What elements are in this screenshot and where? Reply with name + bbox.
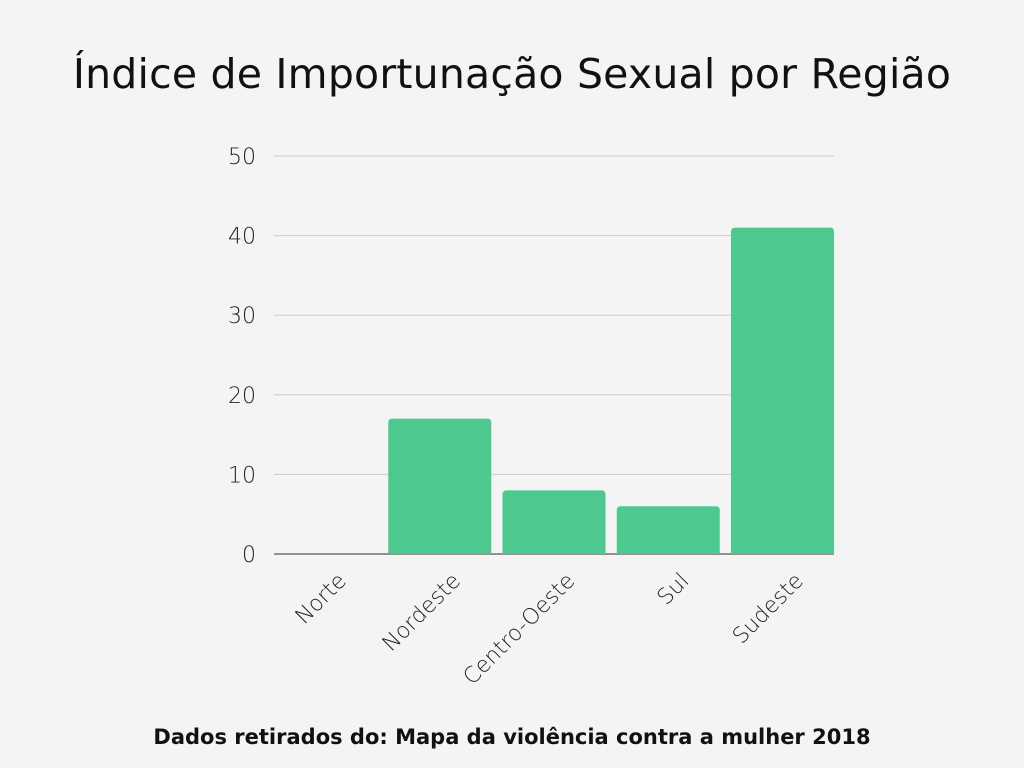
x-tick-label: Centro-Oeste bbox=[459, 569, 581, 691]
x-tick-label: Nordeste bbox=[378, 569, 466, 657]
bar-centro-oeste bbox=[502, 490, 606, 554]
y-tick-label: 0 bbox=[242, 543, 256, 568]
y-tick-label: 30 bbox=[228, 304, 256, 329]
bar-nordeste bbox=[388, 418, 492, 554]
bar-sudeste bbox=[731, 227, 834, 554]
y-tick-label: 10 bbox=[228, 463, 256, 488]
source-footnote: Dados retirados do: Mapa da violência co… bbox=[153, 725, 871, 749]
y-tick-label: 40 bbox=[228, 225, 256, 250]
x-tick-label: Norte bbox=[291, 569, 352, 630]
bar-sul bbox=[616, 506, 720, 554]
x-tick-label: Sudeste bbox=[728, 569, 809, 650]
x-tick-label: Sul bbox=[653, 569, 695, 611]
gridlines bbox=[274, 155, 834, 555]
y-tick-label: 20 bbox=[228, 384, 256, 409]
bars bbox=[388, 227, 834, 554]
y-axis-ticks: 0 10 20 30 40 50 bbox=[228, 145, 256, 568]
chart-title: Índice de Importunação Sexual por Região bbox=[72, 50, 952, 98]
y-tick-label: 50 bbox=[228, 145, 256, 170]
